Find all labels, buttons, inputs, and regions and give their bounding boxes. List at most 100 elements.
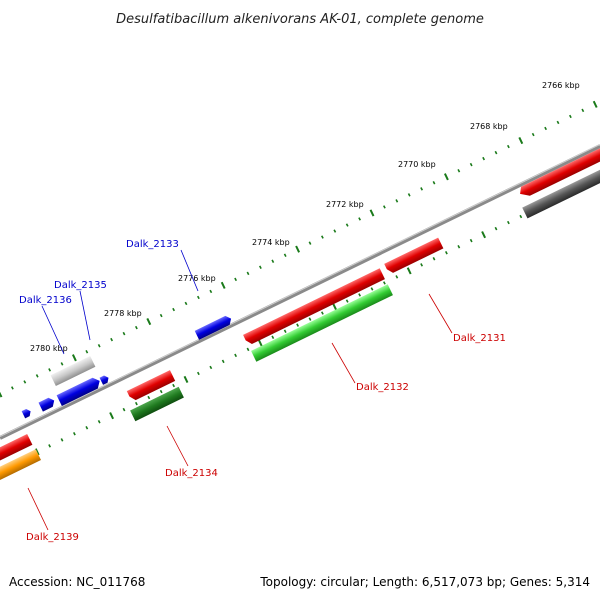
tick-inner-minor bbox=[345, 299, 349, 303]
tick-outer-minor bbox=[556, 120, 560, 125]
tick-inner-minor bbox=[122, 407, 126, 412]
tick-inner-minor bbox=[432, 257, 436, 261]
tick-inner-minor bbox=[209, 365, 213, 370]
tick-outer-minor bbox=[469, 162, 473, 167]
tick-inner-minor bbox=[382, 281, 386, 285]
gene-dalk-2139-red[interactable] bbox=[0, 433, 33, 466]
tick-outer-minor bbox=[581, 108, 585, 113]
gene-label-dalk-2135[interactable]: Dalk_2135 bbox=[54, 280, 107, 291]
gene-dalk-2136[interactable] bbox=[50, 355, 96, 387]
tick-outer-minor bbox=[544, 126, 548, 131]
tick-inner-minor bbox=[48, 444, 52, 448]
tick-outer-major bbox=[220, 281, 226, 289]
tick-inner-minor bbox=[172, 383, 176, 388]
leader-dalk-2131 bbox=[428, 293, 453, 334]
gene-lower-blue-small[interactable] bbox=[38, 396, 57, 412]
tick-inner-minor bbox=[234, 353, 238, 358]
tick-outer-minor bbox=[271, 259, 275, 263]
tick-inner-minor bbox=[444, 251, 448, 255]
tick-outer-minor bbox=[159, 313, 163, 318]
tick-inner-minor bbox=[283, 329, 287, 333]
tick-outer-major bbox=[295, 245, 301, 253]
tick-inner-minor bbox=[469, 238, 473, 243]
tick-inner-minor bbox=[395, 275, 399, 279]
leader-dalk-2139 bbox=[27, 487, 49, 531]
gene-label-dalk-2132[interactable]: Dalk_2132 bbox=[356, 382, 409, 393]
tick-outer-minor bbox=[258, 265, 262, 269]
gene-upper-red-right[interactable] bbox=[517, 144, 600, 200]
gene-label-dalk-2134[interactable]: Dalk_2134 bbox=[165, 468, 218, 479]
gene-dalk-2134-red[interactable] bbox=[126, 370, 176, 402]
gene-upper-red-short[interactable] bbox=[384, 237, 444, 275]
tick-inner-major bbox=[34, 448, 40, 456]
tick-outer-minor bbox=[420, 187, 424, 191]
tick-outer-major bbox=[518, 136, 524, 145]
gene-label-dalk-2139[interactable]: Dalk_2139 bbox=[26, 532, 79, 543]
tick-outer-major bbox=[443, 173, 449, 181]
tick-outer-minor bbox=[35, 374, 39, 378]
gene-label-dalk-2133[interactable]: Dalk_2133 bbox=[126, 239, 179, 250]
genome-backbone bbox=[0, 144, 600, 440]
leader-dalk-2132 bbox=[331, 342, 356, 384]
tick-inner-minor bbox=[147, 395, 151, 400]
tick-outer-minor bbox=[432, 181, 436, 185]
tick-outer-minor bbox=[48, 368, 52, 372]
tick-outer-minor bbox=[333, 229, 337, 233]
tick-outer-minor bbox=[134, 325, 138, 330]
tick-label-2770: 2770 kbp bbox=[398, 160, 436, 169]
tick-outer-minor bbox=[97, 344, 101, 348]
tick-inner-minor bbox=[494, 226, 498, 231]
tick-inner-major bbox=[109, 412, 115, 420]
tick-outer-minor bbox=[60, 362, 64, 366]
tick-inner-minor bbox=[60, 438, 64, 442]
gene-lower-blue-tiny[interactable] bbox=[21, 408, 33, 419]
gene-dalk-2139[interactable] bbox=[0, 449, 41, 483]
tick-outer-minor bbox=[382, 205, 386, 209]
tick-inner-minor bbox=[506, 220, 510, 225]
tick-inner-minor bbox=[72, 432, 76, 436]
tick-outer-minor bbox=[494, 150, 498, 155]
tick-label-2768: 2768 kbp bbox=[470, 122, 508, 131]
genome-summary-text: Topology: circular; Length: 6,517,073 bp… bbox=[259, 575, 590, 589]
gene-label-dalk-2136[interactable]: Dalk_2136 bbox=[19, 295, 72, 306]
tick-outer-minor bbox=[184, 301, 188, 306]
tick-inner-minor bbox=[420, 263, 424, 267]
tick-outer-minor bbox=[308, 241, 312, 245]
tick-outer-major bbox=[0, 391, 3, 398]
leader-dalk-2134 bbox=[166, 425, 189, 467]
tick-outer-major bbox=[592, 100, 598, 108]
gene-dalk-2135[interactable] bbox=[99, 374, 111, 385]
tick-inner-minor bbox=[196, 371, 200, 376]
tick-inner-minor bbox=[308, 317, 312, 321]
tick-outer-minor bbox=[110, 337, 114, 342]
gene-lower-dark-gray[interactable] bbox=[522, 165, 600, 219]
tick-outer-major bbox=[71, 354, 77, 362]
gene-dalk-2133[interactable] bbox=[194, 314, 234, 340]
map-title: Desulfatibacillum alkenivorans AK-01, co… bbox=[116, 12, 484, 27]
gene-dalk-2132[interactable] bbox=[251, 284, 393, 362]
gene-dalk-2134[interactable] bbox=[130, 386, 184, 422]
tick-label-2772: 2772 kbp bbox=[326, 200, 364, 209]
tick-outer-major bbox=[146, 317, 152, 326]
tick-outer-minor bbox=[457, 169, 461, 173]
gene-upper-red-long[interactable] bbox=[243, 268, 385, 345]
gene-label-dalk-2131[interactable]: Dalk_2131 bbox=[453, 333, 506, 344]
tick-label-2774: 2774 kbp bbox=[252, 238, 290, 247]
tick-outer-minor bbox=[122, 331, 126, 336]
tick-inner-major bbox=[481, 231, 487, 239]
gene-lower-blue-long[interactable] bbox=[56, 376, 103, 407]
tick-inner-major bbox=[183, 375, 189, 384]
tick-inner-minor bbox=[370, 287, 374, 291]
leader-dalk-2133 bbox=[180, 249, 199, 292]
tick-outer-minor bbox=[23, 380, 27, 384]
tick-outer-minor bbox=[209, 289, 213, 294]
tick-inner-minor bbox=[320, 311, 324, 315]
tick-outer-minor bbox=[358, 217, 362, 221]
tick-outer-minor bbox=[283, 253, 287, 257]
accession-text: Accession: NC_011768 bbox=[9, 575, 145, 589]
genome-backbone-highlight bbox=[0, 144, 600, 437]
tick-label-2776: 2776 kbp bbox=[178, 274, 216, 283]
tick-inner-minor bbox=[221, 359, 225, 364]
tick-inner-minor bbox=[358, 293, 362, 297]
leader-dalk-2135 bbox=[79, 290, 91, 341]
